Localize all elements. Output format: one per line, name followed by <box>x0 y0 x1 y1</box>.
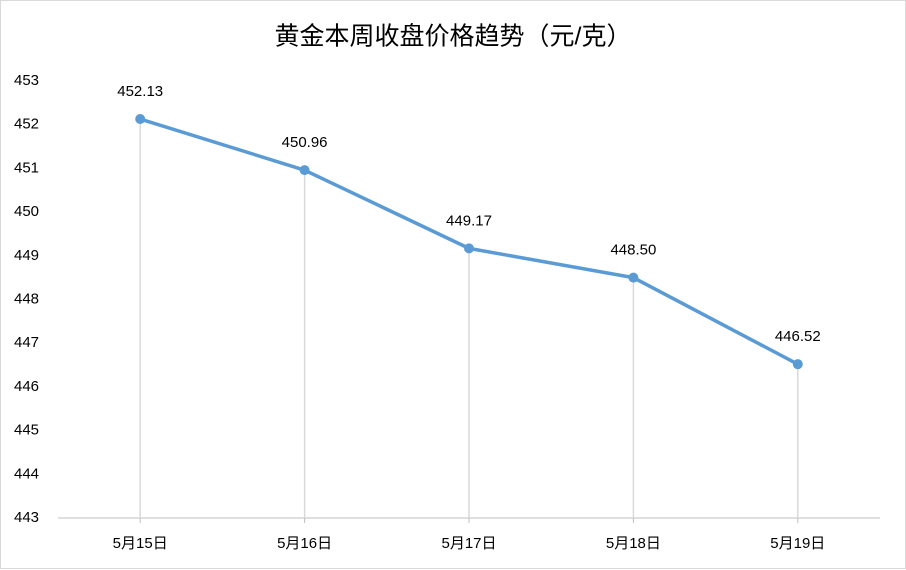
point <box>792 359 803 370</box>
y-tick-label: 445 <box>14 422 39 439</box>
y-tick-label: 443 <box>14 509 39 526</box>
x-tick-label: 5月16日 <box>277 535 332 552</box>
x-tick-label: 5月19日 <box>770 535 825 552</box>
y-tick-label: 444 <box>14 465 39 482</box>
y-tick-label: 452 <box>14 116 39 133</box>
chart-title: 黄金本周收盘价格趋势（元/克） <box>275 23 632 51</box>
point <box>135 114 146 125</box>
y-tick-label: 453 <box>14 72 39 89</box>
point <box>628 272 639 283</box>
x-tick-label: 5月15日 <box>113 535 168 552</box>
y-tick-label: 451 <box>14 159 39 176</box>
y-tick-label: 448 <box>14 290 39 307</box>
x-tick-label: 5月17日 <box>441 535 496 552</box>
x-tick-label: 5月18日 <box>606 535 661 552</box>
y-tick-label: 449 <box>14 247 39 264</box>
y-tick-label: 447 <box>14 334 39 351</box>
data-label: 449.17 <box>446 212 492 229</box>
point <box>299 165 310 176</box>
y-tick-label: 450 <box>14 203 39 220</box>
y-tick-label: 446 <box>14 378 39 395</box>
point <box>464 243 474 254</box>
data-label: 448.50 <box>610 242 656 259</box>
data-label: 450.96 <box>282 134 328 151</box>
data-label: 452.13 <box>117 83 163 100</box>
data-label: 446.52 <box>775 328 821 345</box>
